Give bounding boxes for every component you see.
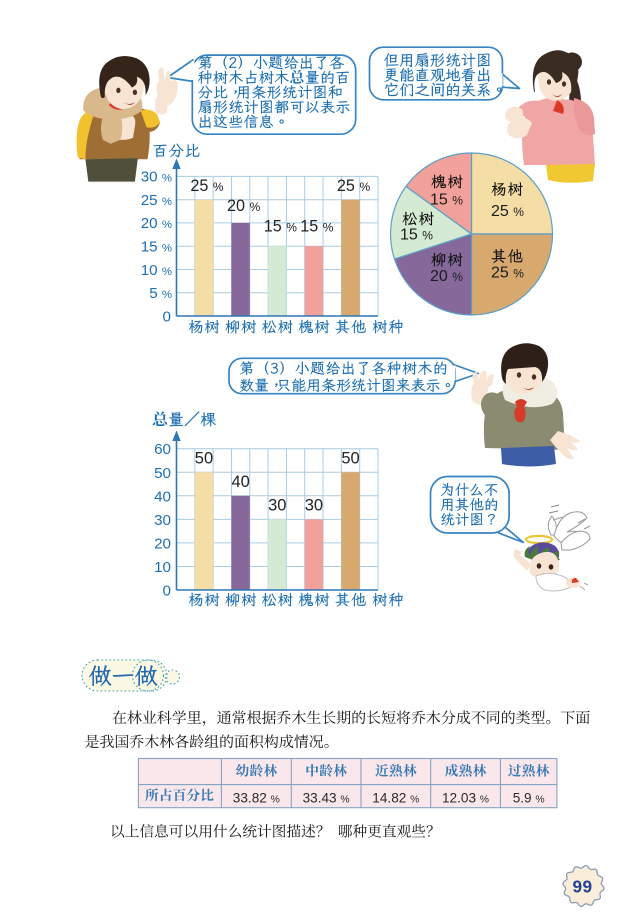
svg-text:5: 5 xyxy=(149,285,157,302)
svg-text:%: % xyxy=(535,795,544,806)
svg-text:20: 20 xyxy=(141,215,158,232)
svg-text:30: 30 xyxy=(268,496,286,514)
svg-text:%: % xyxy=(452,194,463,208)
svg-text:15: 15 xyxy=(264,218,282,236)
svg-text:30: 30 xyxy=(305,496,323,514)
svg-text:%: % xyxy=(360,180,371,194)
svg-text:%: % xyxy=(513,267,524,281)
svg-text:30: 30 xyxy=(141,169,158,186)
svg-text:%: % xyxy=(162,289,172,301)
svg-text:15: 15 xyxy=(400,227,418,244)
svg-text:12.03: 12.03 xyxy=(442,791,476,806)
svg-text:%: % xyxy=(162,266,172,278)
svg-text:50: 50 xyxy=(341,449,359,467)
svg-text:20: 20 xyxy=(227,197,245,215)
svg-text:10: 10 xyxy=(141,262,158,279)
svg-text:5.9: 5.9 xyxy=(513,791,532,806)
svg-text:25: 25 xyxy=(491,203,509,220)
svg-text:60: 60 xyxy=(154,441,171,458)
svg-text:%: % xyxy=(323,221,334,235)
svg-text:%: % xyxy=(422,229,433,243)
svg-text:%: % xyxy=(162,219,172,231)
svg-text:%: % xyxy=(162,173,172,185)
svg-text:%: % xyxy=(162,242,172,254)
svg-text:%: % xyxy=(271,795,280,806)
svg-text:10: 10 xyxy=(154,559,171,576)
svg-text:%: % xyxy=(162,196,172,208)
svg-text:%: % xyxy=(340,795,349,806)
svg-text:40: 40 xyxy=(231,473,249,491)
svg-text:14.82: 14.82 xyxy=(372,791,406,806)
svg-text:20: 20 xyxy=(430,268,448,285)
svg-text:%: % xyxy=(250,200,261,214)
svg-text:25: 25 xyxy=(190,177,208,195)
svg-text:25: 25 xyxy=(337,177,355,195)
svg-text:25: 25 xyxy=(491,265,509,282)
svg-text:20: 20 xyxy=(154,535,171,552)
svg-text:33.82: 33.82 xyxy=(233,791,267,806)
svg-text:40: 40 xyxy=(154,488,171,505)
svg-text:15: 15 xyxy=(141,238,158,255)
svg-text:15: 15 xyxy=(430,192,448,209)
svg-text:99: 99 xyxy=(573,876,593,896)
svg-text:%: % xyxy=(452,270,463,284)
svg-text:%: % xyxy=(213,180,224,194)
svg-text:0: 0 xyxy=(163,583,171,600)
svg-text:30: 30 xyxy=(154,512,171,529)
svg-text:25: 25 xyxy=(141,192,158,209)
svg-text:%: % xyxy=(513,205,524,219)
svg-text:33.43: 33.43 xyxy=(303,791,337,806)
svg-text:%: % xyxy=(410,795,419,806)
svg-text:15: 15 xyxy=(300,218,318,236)
svg-text:50: 50 xyxy=(154,465,171,482)
svg-text:0: 0 xyxy=(163,309,171,326)
svg-text:50: 50 xyxy=(195,449,213,467)
svg-text:%: % xyxy=(480,795,489,806)
svg-text:%: % xyxy=(286,221,297,235)
